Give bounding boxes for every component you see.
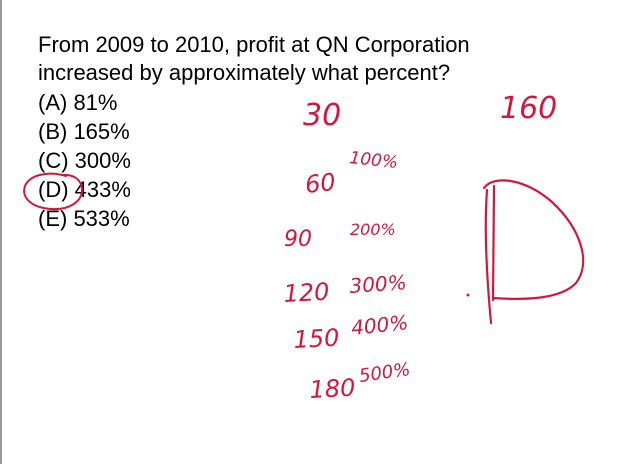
step-value-5: 180 — [309, 374, 356, 404]
step-value-1: 60 — [304, 168, 337, 199]
question-text: From 2009 to 2010, profit at QN Corporat… — [38, 31, 470, 87]
end-value: 160 — [500, 91, 557, 126]
step-percent-4: 400% — [350, 310, 409, 340]
question-line-1: From 2009 to 2010, profit at QN Corporat… — [38, 32, 470, 57]
question-line-2: increased by approximately what percent? — [38, 60, 451, 85]
left-edge-divider — [0, 0, 2, 464]
answer-letter-drawing — [482, 179, 585, 325]
answer-choices: (A) 81% (B) 165% (C) 300% (D) 433% (E) 5… — [38, 88, 131, 233]
ink-dot — [466, 293, 470, 297]
step-value-2: 90 — [284, 227, 312, 252]
step-percent-2: 200% — [350, 220, 396, 239]
start-value: 30 — [303, 98, 341, 133]
step-percent-1: 100% — [348, 148, 398, 173]
step-value-3: 120 — [283, 278, 330, 308]
step-percent-5: 500% — [358, 359, 412, 387]
step-value-4: 150 — [293, 324, 340, 354]
step-percent-3: 300% — [349, 270, 408, 298]
choice-e: (E) 533% — [38, 206, 130, 231]
choice-d: (D) 433% — [38, 177, 131, 202]
choice-b: (B) 165% — [38, 119, 130, 144]
choice-c: (C) 300% — [38, 148, 131, 173]
choice-a: (A) 81% — [38, 90, 118, 115]
